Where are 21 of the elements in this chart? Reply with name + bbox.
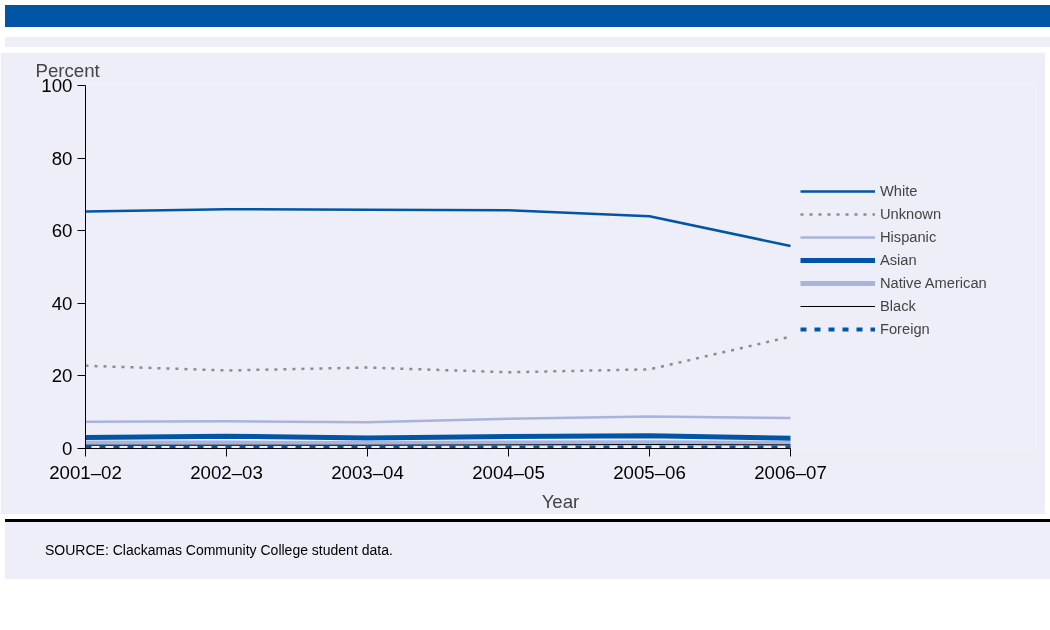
text: Unknown [880, 205, 942, 223]
text: Native American [880, 274, 987, 292]
text: White [880, 182, 918, 200]
text: Hispanic [880, 228, 937, 246]
y-tick-label: 0 [62, 438, 73, 459]
y-tick-label: 40 [51, 292, 73, 314]
x-tick-label: 2005–06 [613, 461, 686, 483]
y-tick-label: 20 [51, 365, 73, 387]
x-tick-label: 2001–02 [49, 461, 122, 483]
x-tick-label: 2006–07 [754, 461, 827, 483]
y-tick-label: 80 [51, 147, 73, 169]
x-tick-label: 2004–05 [472, 461, 545, 483]
x-tick-label: 2003–04 [331, 461, 404, 483]
y-tick-label: 60 [51, 220, 73, 242]
x-axis-title: Year [541, 490, 580, 512]
source-note: SOURCE: Clackamas Community College student data. [45, 541, 393, 560]
text: Black [880, 297, 916, 315]
x-tick-label: 2002–03 [190, 461, 263, 483]
text: Asian [880, 251, 917, 269]
line-series [85, 208, 792, 248]
text: Foreign [880, 320, 930, 338]
